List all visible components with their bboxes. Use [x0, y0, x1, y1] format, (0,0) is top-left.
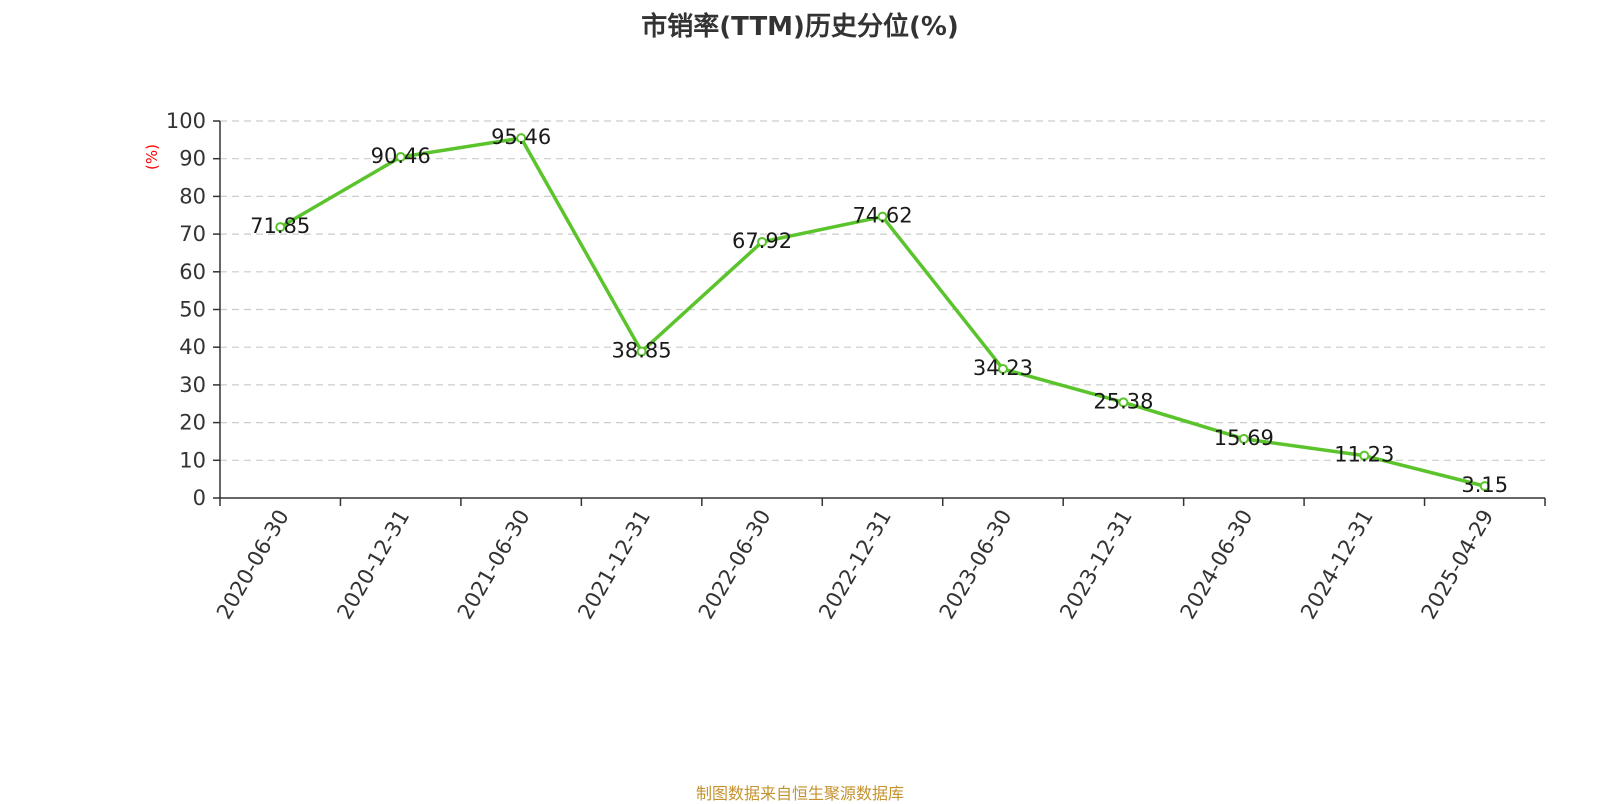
data-label: 71.85	[250, 214, 310, 238]
data-point	[395, 151, 406, 162]
data-point	[636, 346, 647, 357]
data-point	[1118, 397, 1129, 408]
series-line-path	[279, 136, 1486, 488]
data-label: 90.46	[371, 144, 431, 168]
x-tick-label: 2020-12-31	[332, 506, 414, 624]
data-point	[1238, 433, 1249, 444]
y-tick-label: 20	[179, 411, 206, 435]
y-tick-label: 10	[179, 448, 206, 472]
axes	[213, 120, 1546, 506]
x-tick-labels: 2020-06-30 2020-12-31 2021-06-30 2021-12-31…	[212, 506, 1498, 624]
data-point	[1479, 481, 1490, 492]
data-point	[516, 133, 527, 144]
data-point	[997, 363, 1008, 374]
data-label: 3.15	[1461, 473, 1508, 497]
y-axis-label: (%)	[143, 144, 161, 170]
source-note: 制图数据来自恒生聚源数据库	[695, 784, 904, 803]
data-point	[1359, 450, 1370, 461]
data-labels: 71.85 90.46 95.46 38.85 67.92 74.62 34.23 25.38…	[250, 125, 1508, 497]
y-tick-label: 40	[179, 335, 206, 359]
x-tick-label: 2023-06-30	[935, 506, 1017, 624]
x-tick-label: 2022-06-30	[694, 506, 776, 624]
data-label: 15.69	[1214, 426, 1274, 450]
data-label: 25.38	[1093, 389, 1153, 413]
y-tick-label: 70	[179, 222, 206, 246]
data-label: 67.92	[732, 229, 792, 253]
data-point	[275, 222, 286, 233]
y-tick-label: 60	[179, 260, 206, 284]
y-tick-label: 100	[166, 109, 206, 133]
data-point	[877, 211, 888, 222]
data-label: 95.46	[491, 125, 551, 149]
x-tick-label: 2021-06-30	[453, 506, 535, 624]
y-tick-label: 90	[179, 147, 206, 171]
x-tick-label: 2023-12-31	[1055, 506, 1137, 624]
x-tick-label: 2024-06-30	[1176, 506, 1258, 624]
y-tick-label: 80	[179, 184, 206, 208]
x-tick-label: 2021-12-31	[573, 506, 655, 624]
grid-lines	[220, 120, 1545, 461]
y-tick-labels: 0 10 20 30 40 50 60 70 80 90 100	[166, 109, 206, 510]
x-tick-label: 2024-12-31	[1296, 506, 1378, 624]
chart-title: 市销率(TTM)历史分位(%)	[641, 12, 959, 42]
data-points	[275, 133, 1490, 492]
x-tick-label: 2020-06-30	[212, 506, 294, 624]
data-label: 34.23	[973, 356, 1033, 380]
x-tick-label: 2025-04-29	[1416, 506, 1498, 624]
data-point	[757, 236, 768, 247]
y-tick-label: 30	[179, 373, 206, 397]
data-label: 11.23	[1334, 443, 1394, 467]
y-tick-label: 0	[193, 486, 206, 510]
y-tick-label: 50	[179, 298, 206, 322]
data-label: 74.62	[852, 204, 912, 228]
series-line	[279, 136, 1486, 488]
x-tick-label: 2022-12-31	[814, 506, 896, 624]
data-label: 38.85	[612, 339, 672, 363]
